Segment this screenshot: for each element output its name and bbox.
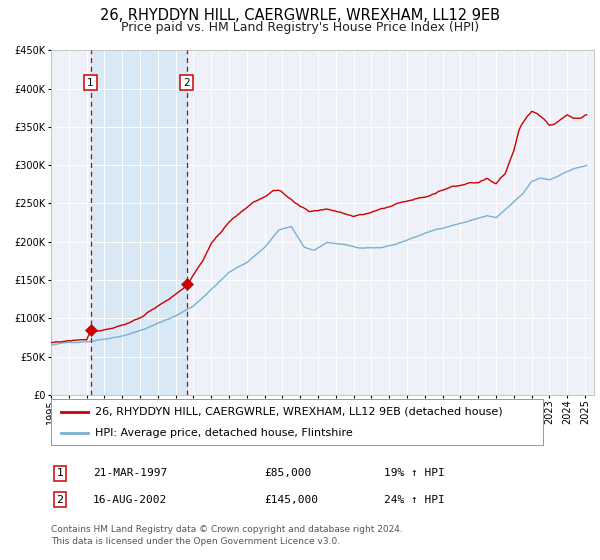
Text: 1: 1	[87, 77, 94, 87]
Text: 24% ↑ HPI: 24% ↑ HPI	[384, 494, 445, 505]
Text: Price paid vs. HM Land Registry's House Price Index (HPI): Price paid vs. HM Land Registry's House …	[121, 21, 479, 34]
Text: £145,000: £145,000	[264, 494, 318, 505]
Text: 26, RHYDDYN HILL, CAERGWRLE, WREXHAM, LL12 9EB (detached house): 26, RHYDDYN HILL, CAERGWRLE, WREXHAM, LL…	[95, 407, 503, 417]
Text: HPI: Average price, detached house, Flintshire: HPI: Average price, detached house, Flin…	[95, 428, 353, 438]
Text: 16-AUG-2002: 16-AUG-2002	[93, 494, 167, 505]
Text: £85,000: £85,000	[264, 468, 311, 478]
Text: Contains HM Land Registry data © Crown copyright and database right 2024.
This d: Contains HM Land Registry data © Crown c…	[51, 525, 403, 546]
Text: 19% ↑ HPI: 19% ↑ HPI	[384, 468, 445, 478]
Text: 2: 2	[56, 494, 64, 505]
Bar	[91, 50, 187, 395]
Text: 26, RHYDDYN HILL, CAERGWRLE, WREXHAM, LL12 9EB: 26, RHYDDYN HILL, CAERGWRLE, WREXHAM, LL…	[100, 8, 500, 24]
Text: 21-MAR-1997: 21-MAR-1997	[93, 468, 167, 478]
Text: 2: 2	[184, 77, 190, 87]
Text: 1: 1	[56, 468, 64, 478]
